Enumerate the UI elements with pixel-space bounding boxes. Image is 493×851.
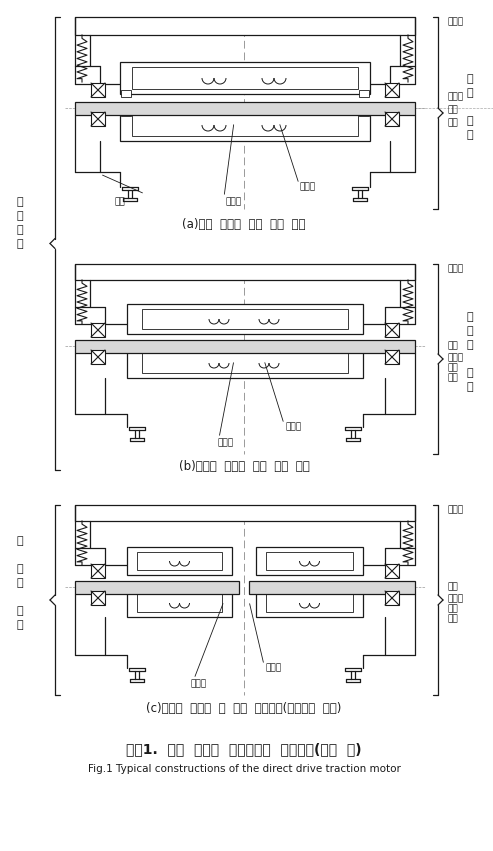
Bar [385,350,399,364]
Text: 베어링: 베어링 [447,595,463,603]
Text: 고정자: 고정자 [286,422,302,431]
Text: 레일: 레일 [447,374,458,382]
Text: 회전자: 회전자 [226,197,242,206]
Bar [127,589,232,617]
Bar [75,581,239,594]
Bar [385,323,399,337]
Text: 레일: 레일 [447,118,458,128]
Bar [256,547,363,575]
Text: 고정자: 고정자 [266,663,282,672]
Text: (b)아우터  로터형  양륙  구동  방식: (b)아우터 로터형 양륙 구동 방식 [178,460,310,473]
Text: 베어링: 베어링 [447,93,463,101]
Bar [137,552,222,570]
Text: 대차틀: 대차틀 [447,17,463,26]
Text: 아
우
터

로
터: 아 우 터 로 터 [467,312,473,392]
Bar [142,353,348,373]
Text: 차륙: 차륙 [447,363,458,373]
Text: 차축: 차축 [447,341,458,351]
Bar [359,90,369,97]
Text: Fig.1 Typical constructions of the direct drive traction motor: Fig.1 Typical constructions of the direc… [88,764,400,774]
Bar [385,564,399,578]
Bar [91,323,105,337]
Bar [385,83,399,97]
Text: 레일: 레일 [447,614,458,624]
Bar [75,264,415,280]
Text: (c)아우터  로터형  각  바퀴  구동방식(독립차륙  방식): (c)아우터 로터형 각 바퀴 구동방식(독립차륙 방식) [146,702,342,715]
Bar [121,109,131,116]
Text: 대차틀: 대차틀 [447,505,463,514]
Bar [75,17,415,35]
Text: 회전자: 회전자 [191,679,207,688]
Bar [91,112,105,126]
Bar [91,564,105,578]
Bar [127,348,363,378]
Bar [91,83,105,97]
Text: 회전자: 회전자 [218,438,234,447]
Text: 대차틀: 대차틀 [447,264,463,273]
Text: 이
너

로
터: 이 너 로 터 [467,74,473,140]
Bar [256,589,363,617]
Bar [137,594,222,612]
Bar [127,304,363,334]
Text: (a)이너  로터형  양륙  구동  방식: (a)이너 로터형 양륙 구동 방식 [182,218,306,231]
Bar [132,114,358,136]
Bar [249,581,415,594]
Bar [75,340,415,353]
Bar [142,309,348,329]
Bar [91,350,105,364]
Text: 베어링: 베어링 [447,353,463,363]
Bar [127,547,232,575]
Bar [120,62,370,94]
Bar [385,112,399,126]
Bar [385,591,399,605]
Bar [121,90,131,97]
Text: 그림1.  차륙  일체형  주전동기의  기본구성(대표  예): 그림1. 차륙 일체형 주전동기의 기본구성(대표 예) [126,742,362,756]
Text: 차륙: 차륙 [447,106,458,115]
Text: 양
륙
구
동: 양 륙 구 동 [17,197,23,249]
Bar [75,505,415,521]
Bar [359,109,369,116]
Text: 차축: 차축 [115,197,125,206]
Text: 고정자: 고정자 [299,182,315,191]
Bar [120,109,370,141]
Bar [75,102,415,115]
Bar [266,552,353,570]
Bar [132,67,358,89]
Text: 각

바
퀴

구
동: 각 바 퀴 구 동 [17,536,23,630]
Text: 차륙: 차륙 [447,604,458,614]
Bar [266,594,353,612]
Bar [91,591,105,605]
Text: 차축: 차축 [447,582,458,591]
